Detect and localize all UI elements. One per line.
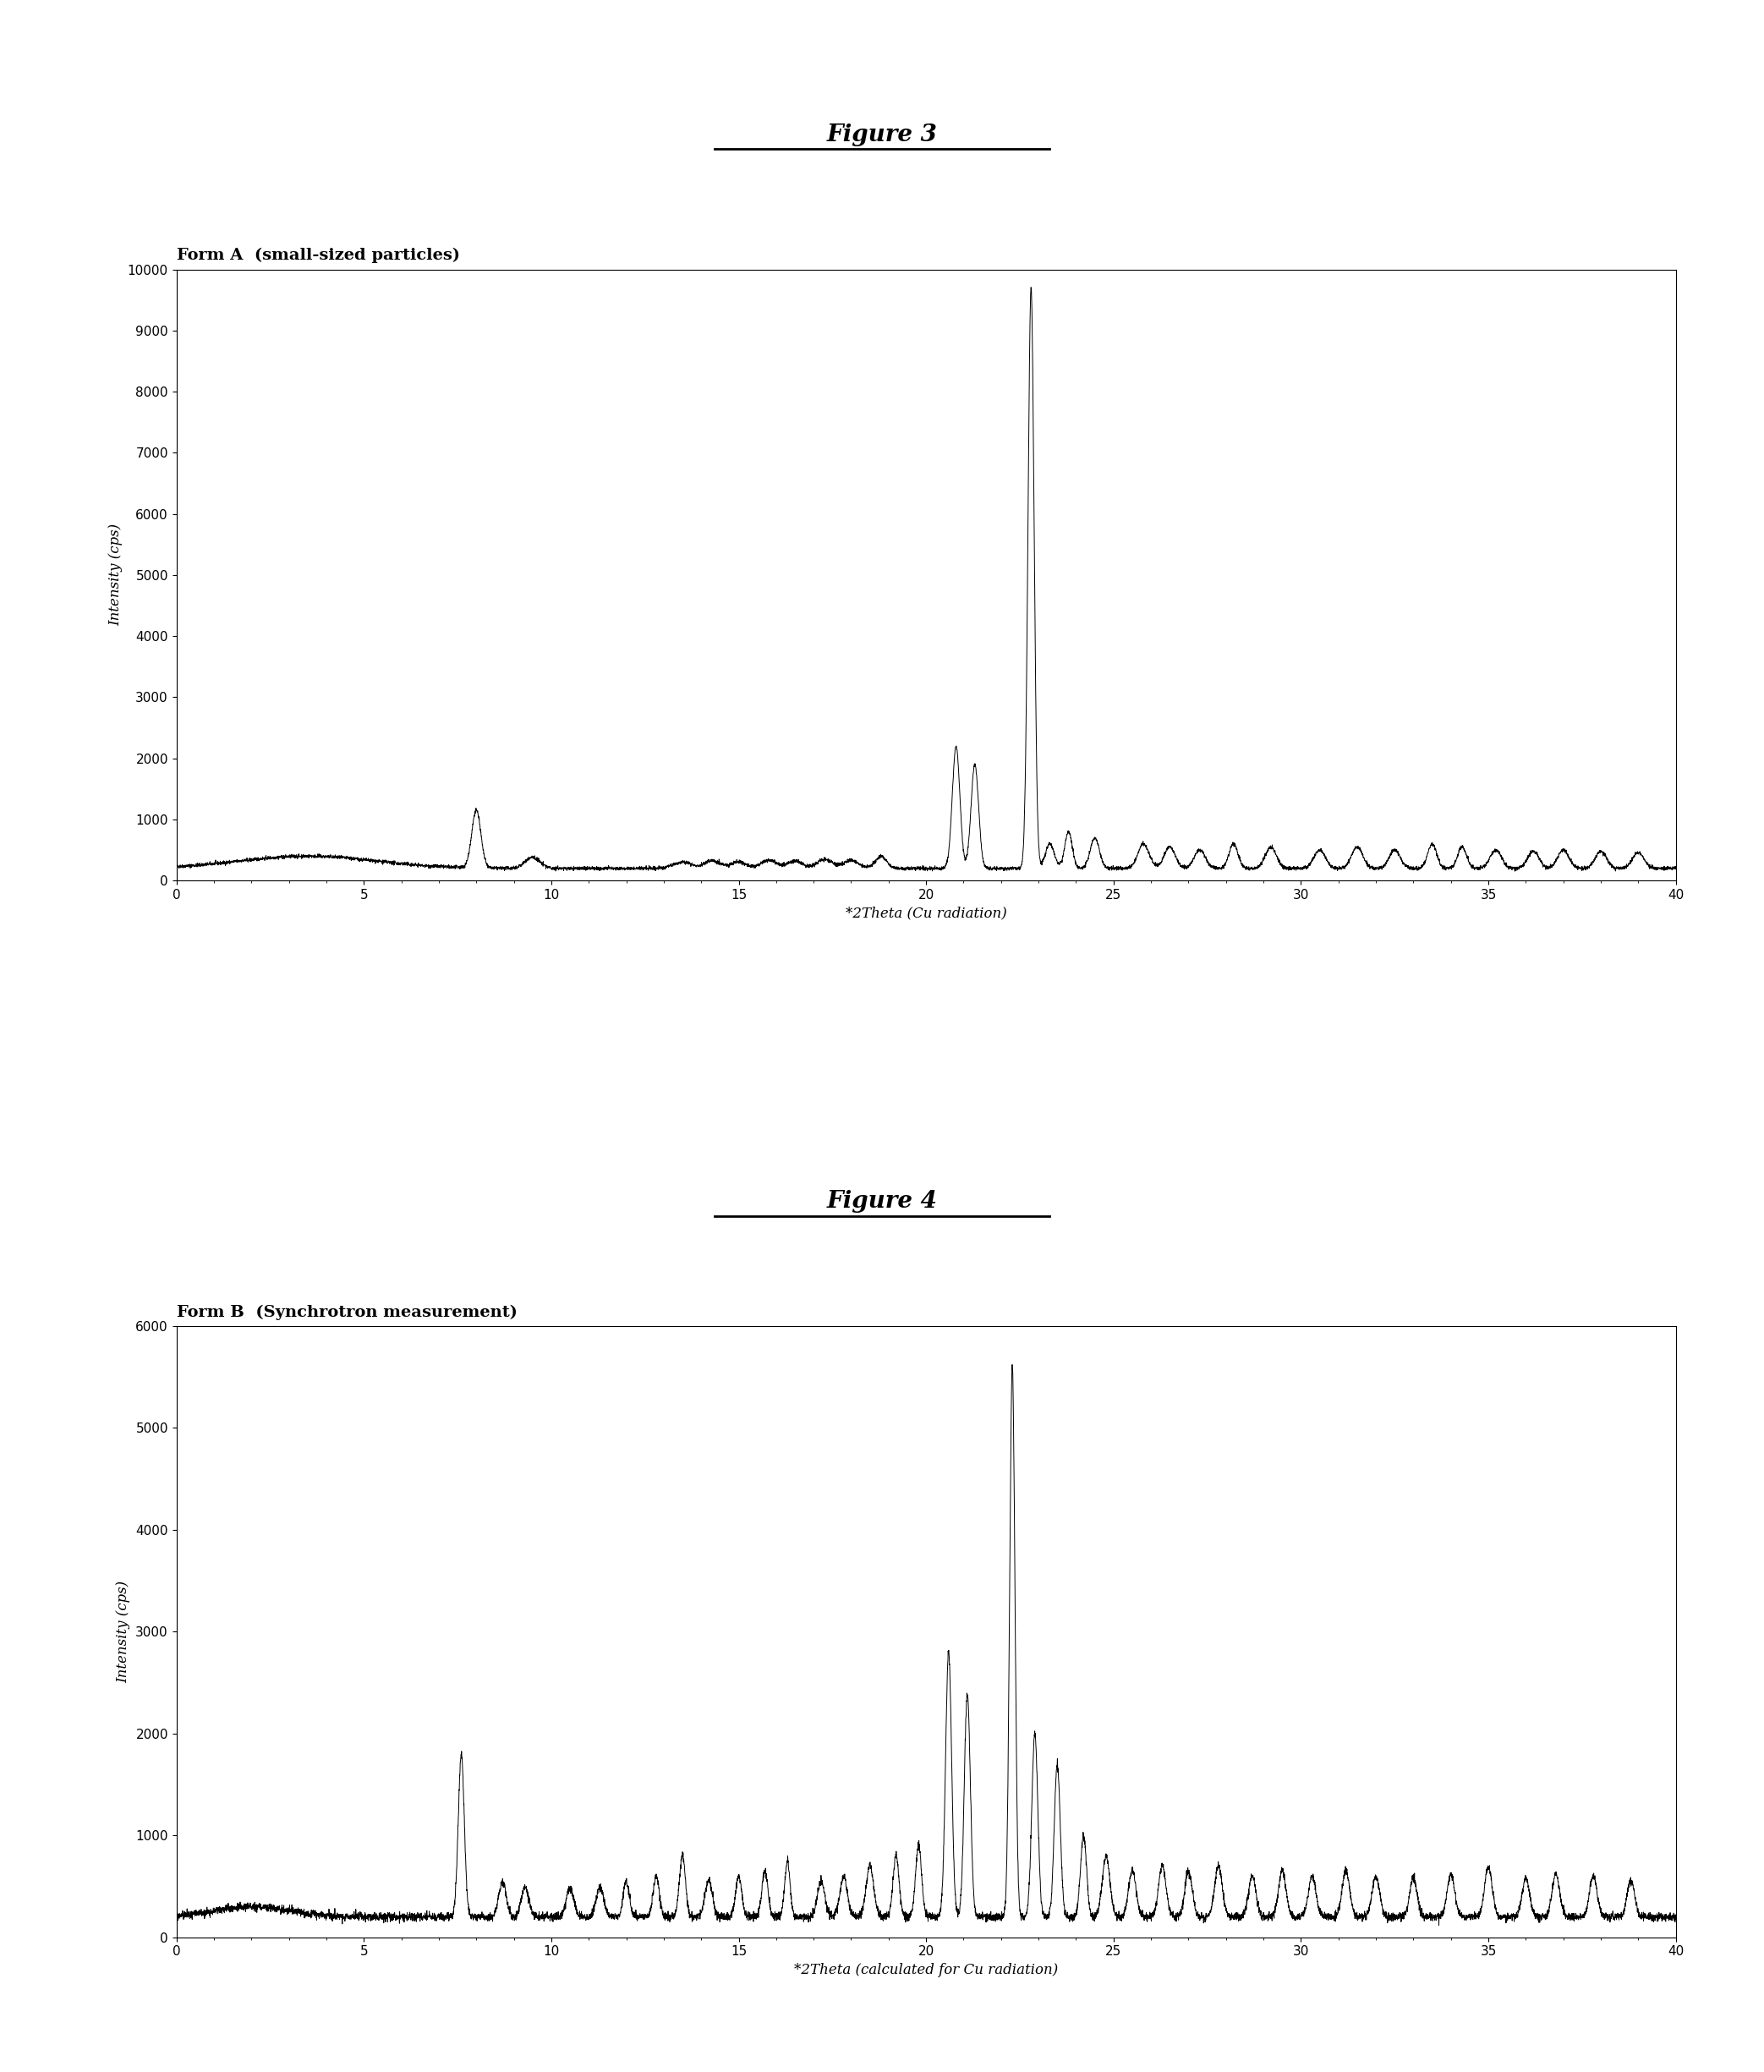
X-axis label: *2Theta (Cu radiation): *2Theta (Cu radiation): [845, 905, 1007, 920]
Y-axis label: Intensity (cps): Intensity (cps): [116, 1581, 131, 1682]
Y-axis label: Intensity (cps): Intensity (cps): [108, 524, 123, 626]
X-axis label: *2Theta (calculated for Cu radiation): *2Theta (calculated for Cu radiation): [794, 1962, 1058, 1977]
Text: Form A  (small-sized particles): Form A (small-sized particles): [176, 249, 460, 263]
Text: Form B  (Synchrotron measurement): Form B (Synchrotron measurement): [176, 1305, 517, 1320]
Text: Figure 4: Figure 4: [827, 1189, 937, 1214]
Text: Figure 3: Figure 3: [827, 122, 937, 147]
